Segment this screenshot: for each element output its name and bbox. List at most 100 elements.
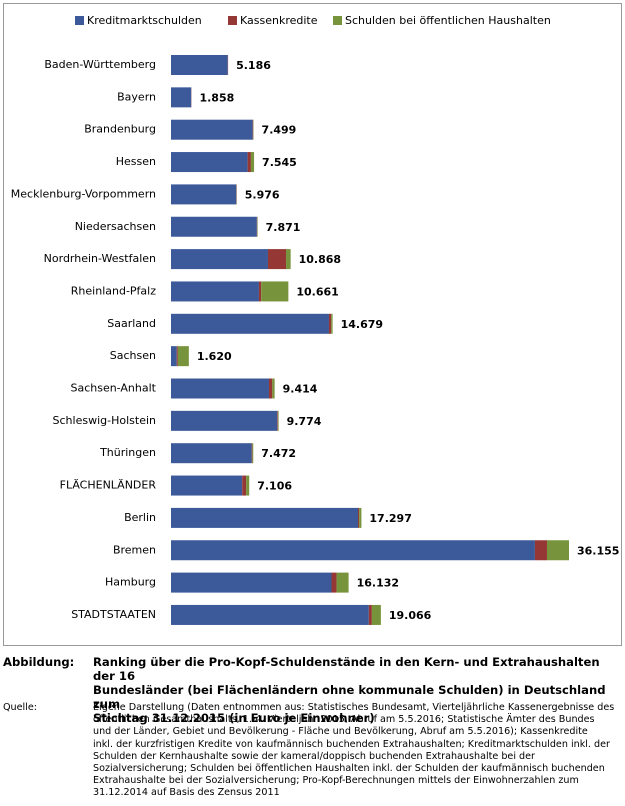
bar-segment [331, 313, 333, 334]
category-label: Hamburg [105, 576, 156, 589]
category-label: Saarland [107, 317, 156, 330]
total-label: 16.132 [357, 577, 399, 590]
total-label: 1.858 [199, 91, 234, 104]
category-label: Bayern [117, 90, 156, 103]
bar-segment [336, 572, 349, 593]
total-label: 14.679 [341, 318, 383, 331]
category-label: Sachsen-Anhalt [70, 382, 156, 395]
bar-segment [359, 507, 362, 528]
source-text: Eigene Darstellung (Daten entnommen aus:… [93, 702, 618, 800]
text-line: öffentlichen Gesamthaushalts, 1.-4. Vier… [93, 714, 595, 726]
bar-segment [368, 604, 372, 625]
bar-segment [277, 410, 279, 431]
bar-segment [171, 378, 269, 399]
bar-segment [171, 119, 253, 140]
category-label: Schleswig-Holstein [53, 414, 156, 427]
category-label: Hessen [116, 155, 156, 168]
legend-label: Schulden bei öffentlichen Haushalten [345, 14, 551, 27]
category-label: Nordrhein-Westfalen [44, 252, 156, 265]
category-label: Thüringen [99, 446, 156, 459]
bar-segment [171, 475, 243, 496]
bar-segment [171, 87, 192, 108]
total-label: 17.297 [369, 512, 411, 525]
bar-segment [371, 604, 381, 625]
bar-segment [252, 119, 254, 140]
bar-segment [171, 55, 228, 75]
bar-segment [171, 249, 268, 270]
caption-title: Ranking über die Pro-Kopf-Schuldenstände… [93, 655, 618, 725]
bar-segment [171, 184, 237, 205]
legend-swatch [228, 16, 237, 25]
text-line: Extrahaushalte bei der Sozialversicherun… [93, 775, 579, 787]
bar-segment [171, 152, 248, 173]
bar-segment [176, 346, 178, 367]
bar-segment [247, 152, 251, 173]
bar-segment [171, 443, 252, 464]
total-label: 10.661 [296, 285, 338, 298]
category-label: STADTSTAATEN [71, 608, 156, 621]
total-label: 5.976 [245, 188, 280, 201]
category-label: Sachsen [110, 349, 156, 362]
total-label: 9.414 [283, 383, 318, 396]
legend-swatch [75, 16, 84, 25]
bar-segment [252, 443, 254, 464]
total-label: 7.499 [262, 124, 297, 137]
category-label: Brandenburg [84, 123, 156, 136]
category-label: FLÄCHENLÄNDER [60, 479, 157, 492]
bar-segment [171, 572, 332, 593]
total-label: 7.106 [257, 480, 292, 493]
total-label: 5.186 [236, 59, 271, 72]
bar-segment [171, 540, 535, 561]
bar-segment [171, 281, 259, 302]
source-label: Quelle: [3, 702, 37, 713]
bar-segment [258, 281, 262, 302]
total-label: 10.868 [299, 253, 341, 266]
total-label: 9.774 [287, 415, 322, 428]
text-line: Stichtag 31.12.2015 (in Euro je Einwohne… [93, 711, 375, 725]
bar-segment [171, 604, 369, 625]
bar-segment [261, 281, 289, 302]
text-line: Bundesländer (bei Flächenländern ohne ko… [93, 683, 606, 711]
chart: Kreditmarktschulden Kassenkredite Schulden… [3, 3, 622, 646]
bar-segment [328, 313, 332, 334]
bar-segment [177, 346, 189, 367]
bar-segment [171, 507, 359, 528]
bar-segment [272, 378, 275, 399]
category-label: Mecklenburg-Vorpommern [11, 187, 156, 200]
bar-segment [534, 540, 547, 561]
category-label: Berlin [124, 511, 156, 524]
text-line: Ranking über die Pro-Kopf-Schuldenstände… [93, 655, 600, 683]
bar-segment [286, 249, 291, 270]
legend-label: Kreditmarktschulden [87, 14, 202, 27]
bar-segment [250, 152, 255, 173]
bar-segment [268, 378, 273, 399]
text-line: inkl. der kurzfristigen Kredite von kauf… [93, 738, 610, 750]
legend-swatch [333, 16, 342, 25]
total-label: 7.545 [262, 156, 297, 169]
legend-label: Kassenkredite [240, 14, 318, 27]
category-label: Rheinland-Pfalz [71, 284, 156, 297]
bar-segment [171, 216, 257, 237]
category-label: Niedersachsen [75, 220, 156, 233]
bar-segment [171, 313, 329, 334]
total-label: 7.472 [261, 447, 296, 460]
bar-segment [358, 507, 360, 528]
bar-segment [242, 475, 247, 496]
total-label: 19.066 [389, 609, 432, 622]
bar-segment [331, 572, 337, 593]
bar-segment [171, 346, 177, 367]
bar-segment [546, 540, 569, 561]
category-label: Baden-Württemberg [44, 58, 156, 71]
bar-segment [251, 443, 253, 464]
bar-segment [171, 410, 278, 431]
caption-label: Abbildung: [3, 655, 75, 669]
text-line: Sozialversicherung; Schulden bei öffentl… [93, 763, 605, 775]
bar-segment [277, 410, 278, 431]
total-label: 7.871 [266, 221, 301, 234]
text-line: Eigene Darstellung (Daten entnommen aus:… [93, 702, 615, 713]
text-line: und der Länder, Gebiet und Bevölkerung -… [93, 726, 588, 738]
bar-segment [267, 249, 287, 270]
category-label: Bremen [113, 543, 156, 556]
text-line: 31.12.2014 auf Basis des Zensus 2011 [93, 787, 280, 799]
